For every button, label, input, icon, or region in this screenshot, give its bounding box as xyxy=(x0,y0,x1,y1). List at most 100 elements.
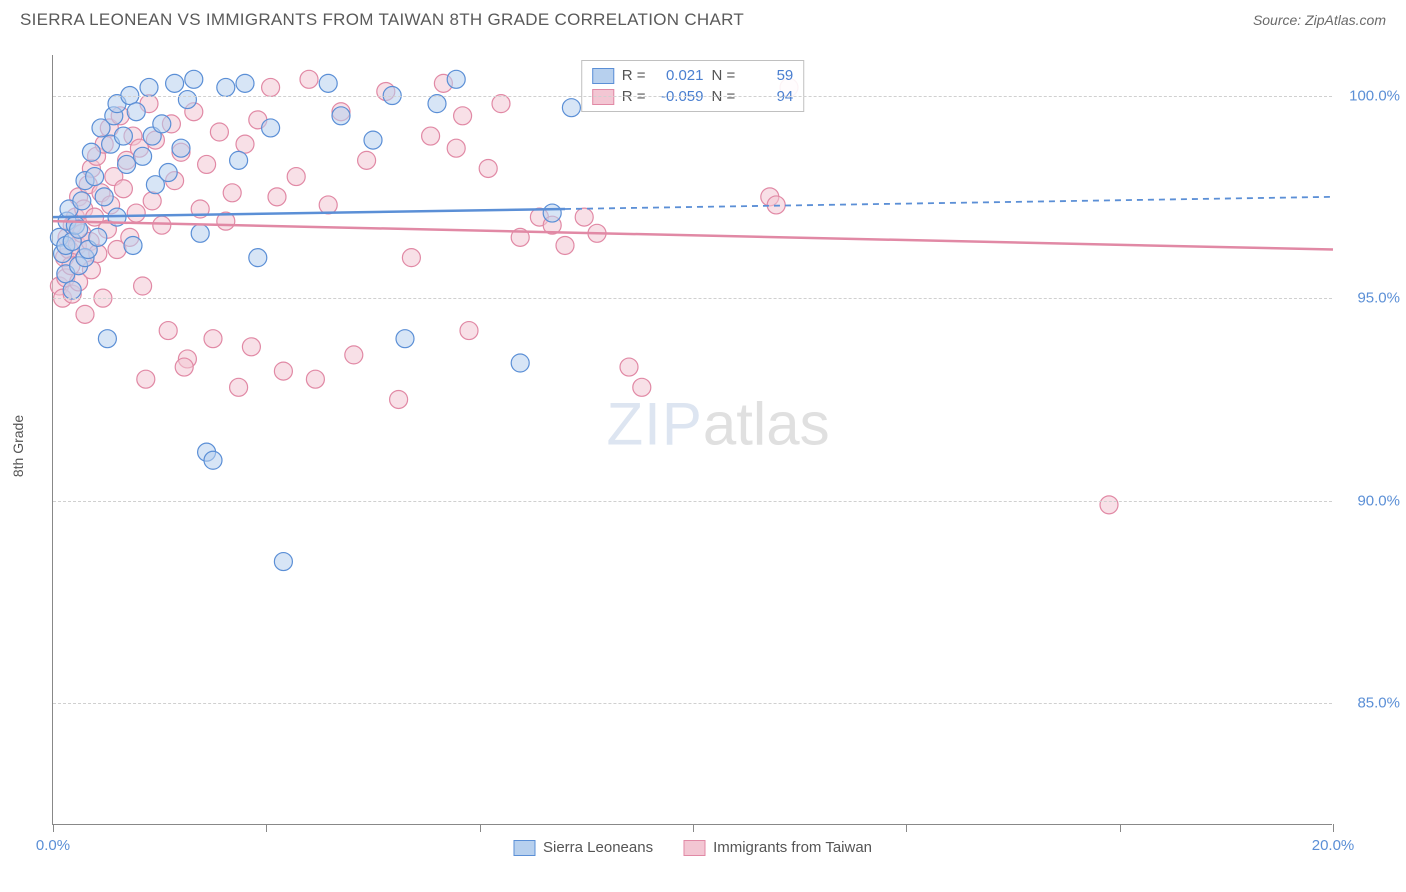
y-tick-label: 85.0% xyxy=(1340,695,1400,712)
data-point xyxy=(185,70,203,88)
stats-row-series-a: R = 0.021 N = 59 xyxy=(592,65,794,86)
y-tick-label: 90.0% xyxy=(1340,492,1400,509)
data-point xyxy=(230,151,248,169)
data-point xyxy=(319,196,337,214)
data-point xyxy=(98,330,116,348)
y-axis-label: 8th Grade xyxy=(10,415,26,477)
legend-label-a: Sierra Leoneans xyxy=(543,839,653,856)
data-point xyxy=(556,236,574,254)
legend-swatch-b xyxy=(683,840,705,856)
x-tick xyxy=(1120,824,1121,832)
data-point xyxy=(345,346,363,364)
data-point xyxy=(460,322,478,340)
legend-swatch-a xyxy=(513,840,535,856)
data-point xyxy=(114,127,132,145)
data-point xyxy=(178,91,196,109)
data-point xyxy=(454,107,472,125)
data-point xyxy=(134,147,152,165)
data-point xyxy=(396,330,414,348)
data-point xyxy=(114,180,132,198)
data-point xyxy=(175,358,193,376)
legend-item-b: Immigrants from Taiwan xyxy=(683,839,872,856)
data-point xyxy=(143,192,161,210)
data-point xyxy=(127,204,145,222)
data-point xyxy=(268,188,286,206)
data-point xyxy=(390,390,408,408)
data-point xyxy=(82,143,100,161)
y-tick-label: 95.0% xyxy=(1340,290,1400,307)
swatch-series-a xyxy=(592,68,614,84)
chart-plot-area: ZIPatlas R = 0.021 N = 59 R = -0.059 N =… xyxy=(52,55,1332,825)
data-point xyxy=(124,236,142,254)
stats-legend-box: R = 0.021 N = 59 R = -0.059 N = 94 xyxy=(581,60,805,112)
data-point xyxy=(249,249,267,267)
data-point xyxy=(479,159,497,177)
bottom-legend: Sierra Leoneans Immigrants from Taiwan xyxy=(513,839,872,856)
data-point xyxy=(223,184,241,202)
data-point xyxy=(236,135,254,153)
data-point xyxy=(306,370,324,388)
trend-line-dashed xyxy=(565,197,1333,209)
x-tick xyxy=(266,824,267,832)
chart-source: Source: ZipAtlas.com xyxy=(1253,12,1386,28)
data-point xyxy=(159,164,177,182)
x-tick-label: 20.0% xyxy=(1312,837,1355,854)
n-value-a: 59 xyxy=(743,67,793,84)
data-point xyxy=(633,378,651,396)
x-tick-label: 0.0% xyxy=(36,837,70,854)
data-point xyxy=(76,305,94,323)
data-point xyxy=(140,78,158,96)
data-point xyxy=(89,228,107,246)
data-point xyxy=(358,151,376,169)
data-point xyxy=(300,70,318,88)
gridline xyxy=(53,298,1332,299)
gridline xyxy=(53,501,1332,502)
gridline xyxy=(53,703,1332,704)
data-point xyxy=(118,155,136,173)
data-point xyxy=(364,131,382,149)
data-point xyxy=(447,139,465,157)
data-point xyxy=(402,249,420,267)
trend-line xyxy=(53,221,1333,249)
chart-header: SIERRA LEONEAN VS IMMIGRANTS FROM TAIWAN… xyxy=(0,0,1406,30)
data-point xyxy=(620,358,638,376)
data-point xyxy=(447,70,465,88)
r-value-a: 0.021 xyxy=(654,67,704,84)
gridline xyxy=(53,96,1332,97)
scatter-svg xyxy=(53,55,1333,825)
data-point xyxy=(575,208,593,226)
data-point xyxy=(73,192,91,210)
data-point xyxy=(95,188,113,206)
data-point xyxy=(217,78,235,96)
data-point xyxy=(198,155,216,173)
data-point xyxy=(274,553,292,571)
data-point xyxy=(204,451,222,469)
data-point xyxy=(230,378,248,396)
data-point xyxy=(242,338,260,356)
data-point xyxy=(191,224,209,242)
x-tick xyxy=(53,824,54,832)
data-point xyxy=(63,281,81,299)
data-point xyxy=(319,74,337,92)
data-point xyxy=(511,354,529,372)
data-point xyxy=(428,95,446,113)
data-point xyxy=(153,216,171,234)
data-point xyxy=(86,168,104,186)
data-point xyxy=(236,74,254,92)
data-point xyxy=(153,115,171,133)
legend-item-a: Sierra Leoneans xyxy=(513,839,653,856)
data-point xyxy=(274,362,292,380)
data-point xyxy=(562,99,580,117)
x-tick xyxy=(1333,824,1334,832)
data-point xyxy=(262,78,280,96)
data-point xyxy=(127,103,145,121)
x-tick xyxy=(693,824,694,832)
data-point xyxy=(134,277,152,295)
data-point xyxy=(262,119,280,137)
data-point xyxy=(422,127,440,145)
x-tick xyxy=(480,824,481,832)
data-point xyxy=(204,330,222,348)
data-point xyxy=(159,322,177,340)
data-point xyxy=(287,168,305,186)
data-point xyxy=(172,139,190,157)
